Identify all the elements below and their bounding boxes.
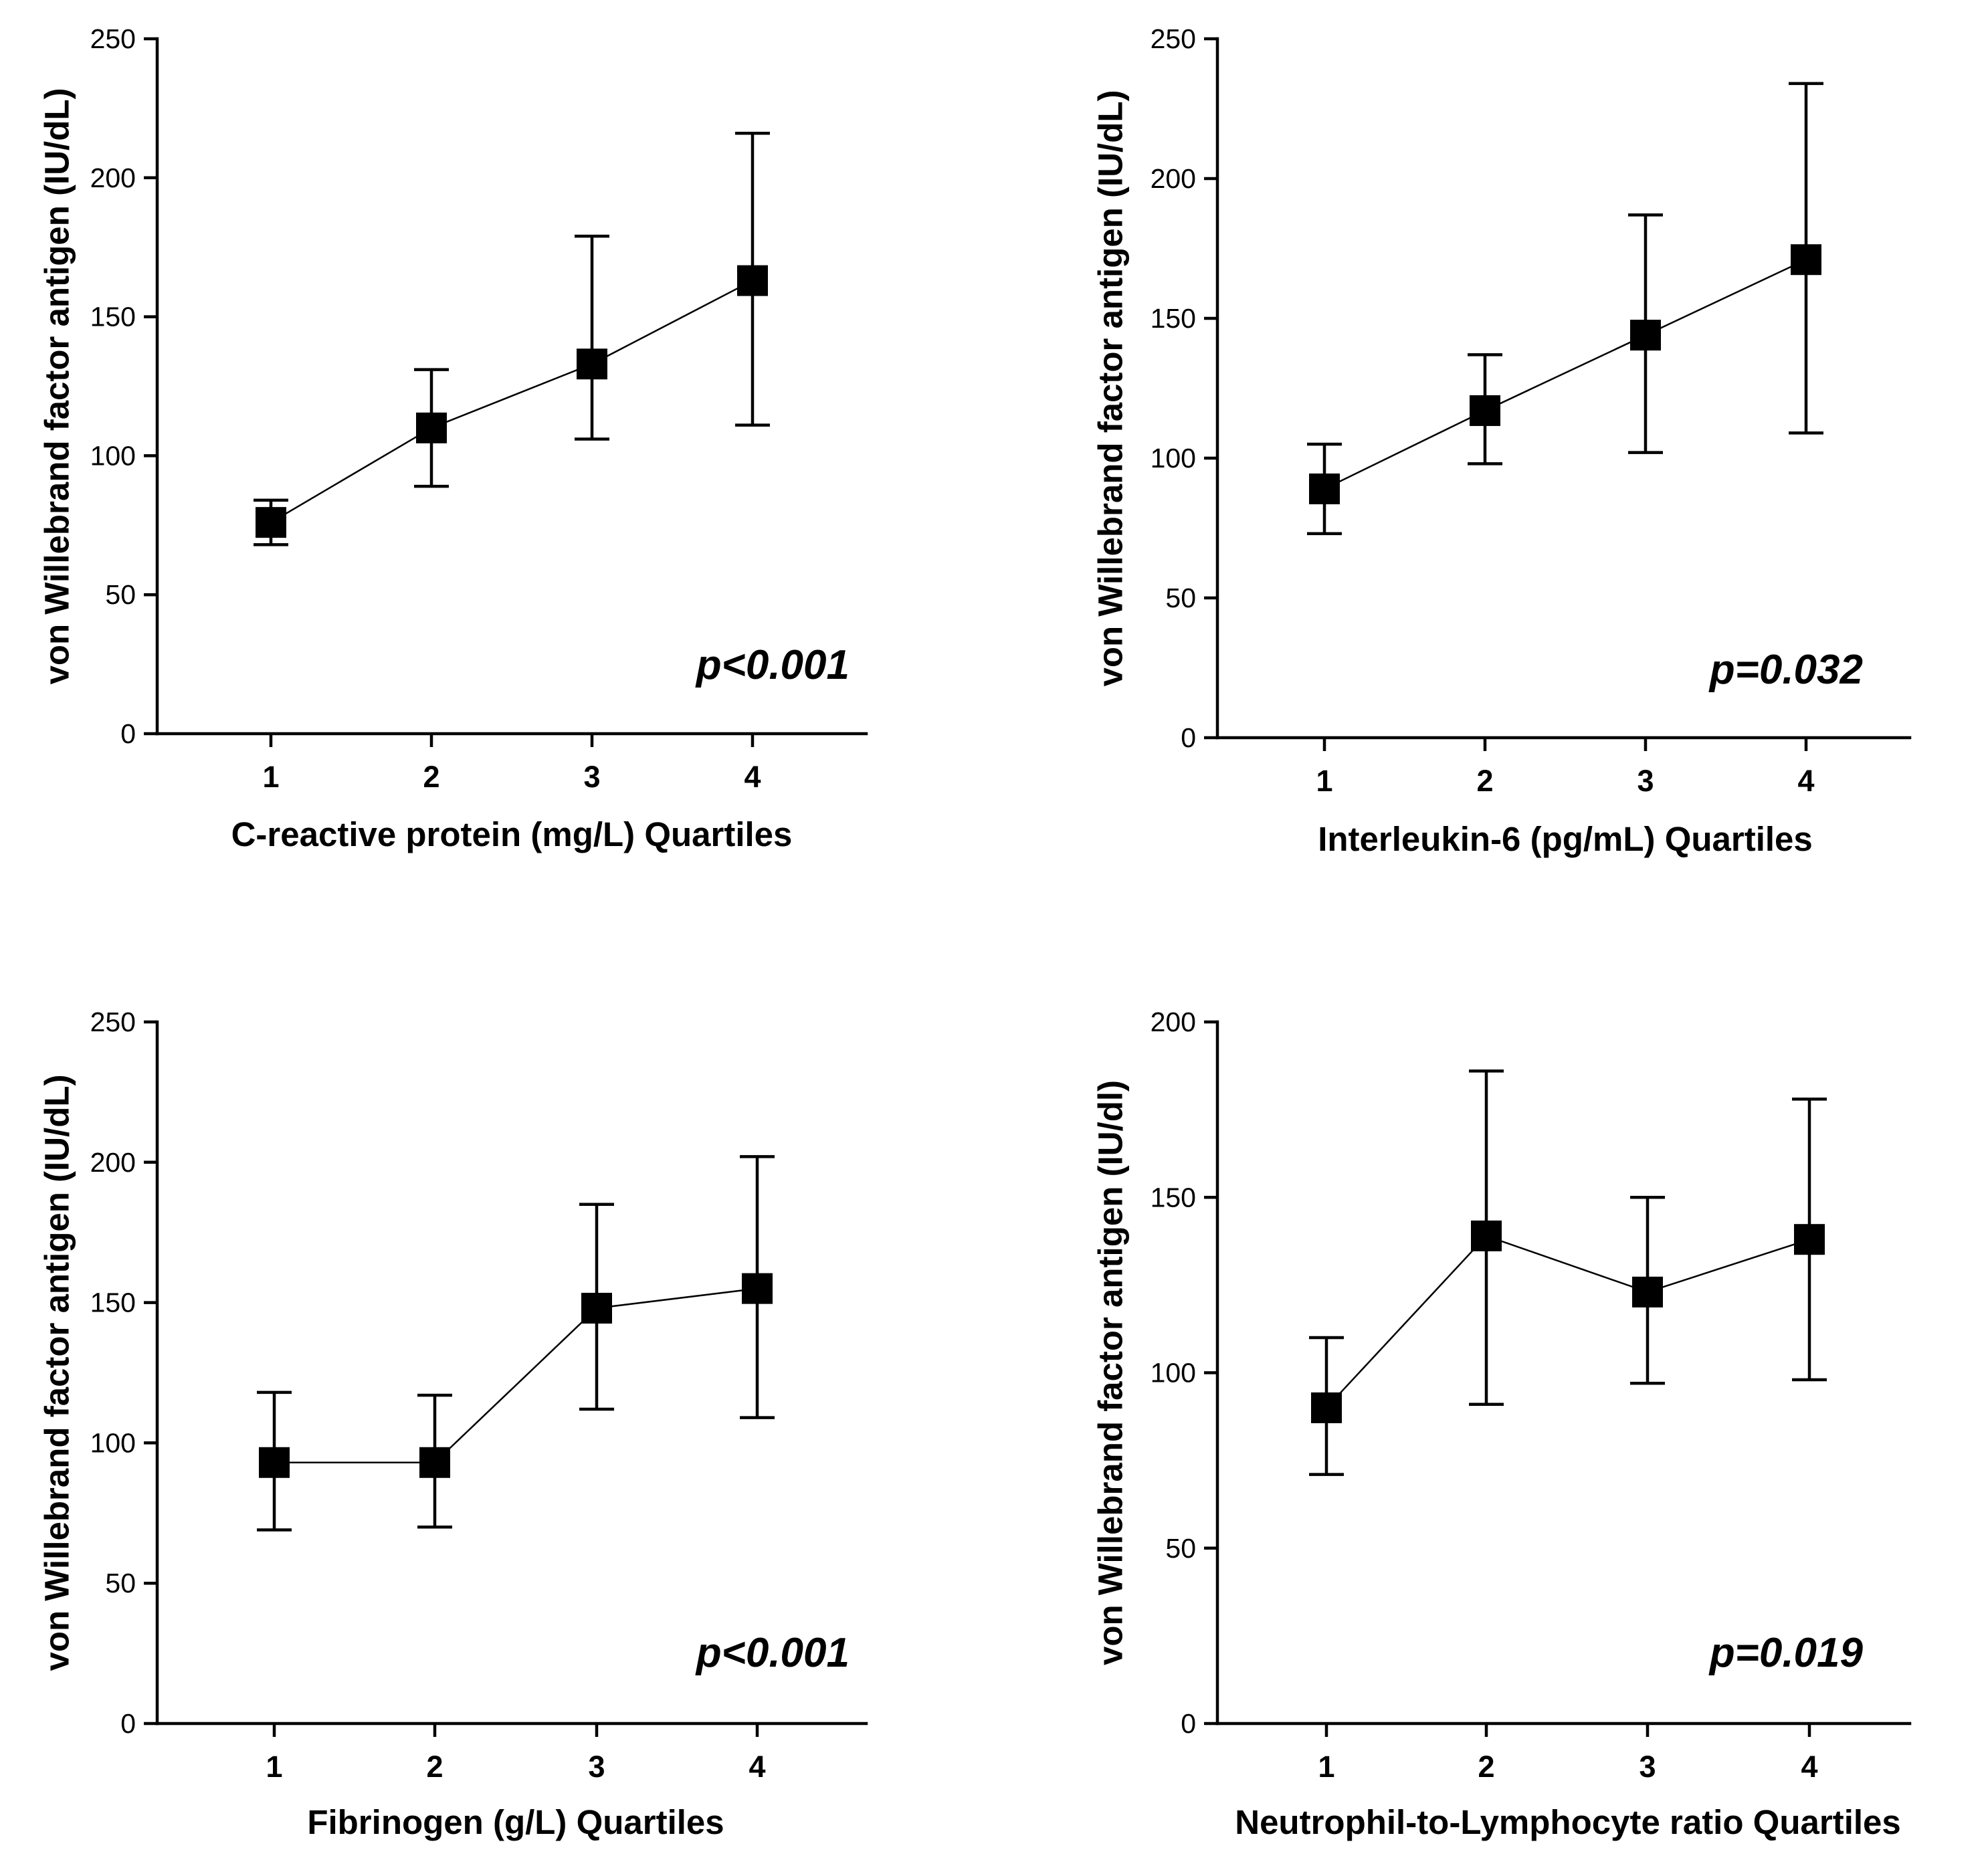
series-line [270, 280, 753, 524]
y-tick-label: 250 [90, 23, 136, 54]
y-tick-label: 0 [120, 1708, 136, 1739]
y-tick-label: 100 [90, 1427, 136, 1458]
chart-panel-4: 0 50 100 150 200 1 2 3 4 von Willebrand factor an… [1092, 1007, 1912, 1841]
chart-panel-3: 0 50 100 150 200 250 1 2 3 4 von Willebrand factor… [38, 1007, 868, 1841]
x-tick-label: 3 [1639, 1750, 1656, 1784]
y-tick-label: 200 [90, 163, 136, 193]
chart-panel-1: 0 50 100 150 200 250 1 2 3 4 von Willebrand factor… [38, 23, 868, 853]
y-tick-label: 150 [1151, 1182, 1196, 1213]
chart-panel-2: 0 50 100 150 200 250 1 2 3 4 von Willebrand factor… [1092, 23, 1912, 858]
series-line [1326, 1235, 1810, 1409]
x-tick-label: 1 [1316, 764, 1332, 798]
x-tick-label: 1 [1318, 1750, 1334, 1784]
x-axis-title: Neutrophil-to-Lymphocyte ratio Quartiles [1235, 1803, 1901, 1841]
y-tick-label: 50 [1165, 583, 1196, 613]
data-point [259, 1447, 290, 1478]
data-point [419, 1447, 450, 1478]
y-tick-label: 0 [1181, 722, 1196, 753]
y-tick-label: 100 [90, 440, 136, 471]
data-point [577, 348, 607, 380]
x-axis-title: Interleukin-6 (pg/mL) Quartiles [1318, 820, 1813, 858]
y-tick-label: 250 [90, 1007, 136, 1037]
p-value-label: p<0.001 [695, 1630, 850, 1676]
y-axis-title: von Willebrand factor antigen (IU/dL) [38, 88, 76, 684]
y-tick-label: 200 [1151, 163, 1196, 194]
x-tick-label: 4 [1797, 764, 1814, 798]
x-tick-label: 3 [1637, 764, 1654, 798]
y-tick-label: 200 [90, 1147, 136, 1178]
x-tick-label: 2 [423, 760, 439, 794]
data-point [256, 507, 286, 538]
data-point [1470, 395, 1500, 426]
x-tick-label: 2 [426, 1750, 443, 1784]
x-tick-label: 2 [1476, 764, 1493, 798]
data-point [1791, 244, 1821, 276]
x-tick-label: 3 [583, 760, 600, 794]
p-value-label: p=0.032 [1708, 647, 1863, 693]
data-point [737, 265, 768, 296]
y-tick-label: 200 [1151, 1007, 1196, 1037]
x-tick-label: 1 [262, 760, 279, 794]
y-tick-label: 50 [105, 1568, 136, 1598]
y-axis-title: von Willebrand factor antigen (IU/dL) [38, 1074, 76, 1671]
p-value-label: p<0.001 [695, 642, 850, 688]
data-point [1471, 1220, 1502, 1251]
x-axis-title: Fibrinogen (g/L) Quartiles [307, 1803, 724, 1841]
data-point [1632, 1276, 1663, 1308]
x-axis-title: C-reactive protein (mg/L) Quartiles [231, 815, 793, 853]
y-tick-label: 250 [1151, 23, 1196, 54]
y-tick-label: 50 [1165, 1533, 1196, 1564]
data-point [1309, 473, 1340, 504]
series-line [274, 1287, 758, 1464]
y-tick-label: 150 [90, 1287, 136, 1318]
y-tick-label: 0 [1181, 1708, 1196, 1739]
y-tick-label: 50 [105, 579, 136, 610]
x-tick-label: 4 [1801, 1750, 1817, 1784]
y-tick-label: 100 [1151, 1358, 1196, 1388]
y-tick-label: 100 [1151, 443, 1196, 474]
x-tick-label: 4 [744, 760, 761, 794]
y-axis-title: von Willebrand factor antigen (IU/dL) [1092, 90, 1130, 686]
p-value-label: p=0.019 [1708, 1630, 1864, 1676]
data-point [742, 1273, 773, 1304]
data-point [416, 412, 447, 443]
data-point [1794, 1224, 1825, 1255]
x-tick-label: 3 [588, 1750, 605, 1784]
x-tick-label: 1 [266, 1750, 282, 1784]
x-tick-label: 4 [749, 1750, 765, 1784]
y-tick-label: 150 [1151, 303, 1196, 334]
x-tick-label: 2 [1478, 1750, 1494, 1784]
data-point [581, 1292, 612, 1324]
y-axis-title: von Willebrand factor antigen (IU/dl) [1092, 1080, 1130, 1665]
y-tick-label: 150 [90, 302, 136, 332]
series-line [1324, 259, 1807, 490]
y-tick-label: 0 [120, 718, 136, 749]
data-point [1311, 1392, 1342, 1423]
data-point [1630, 320, 1661, 351]
